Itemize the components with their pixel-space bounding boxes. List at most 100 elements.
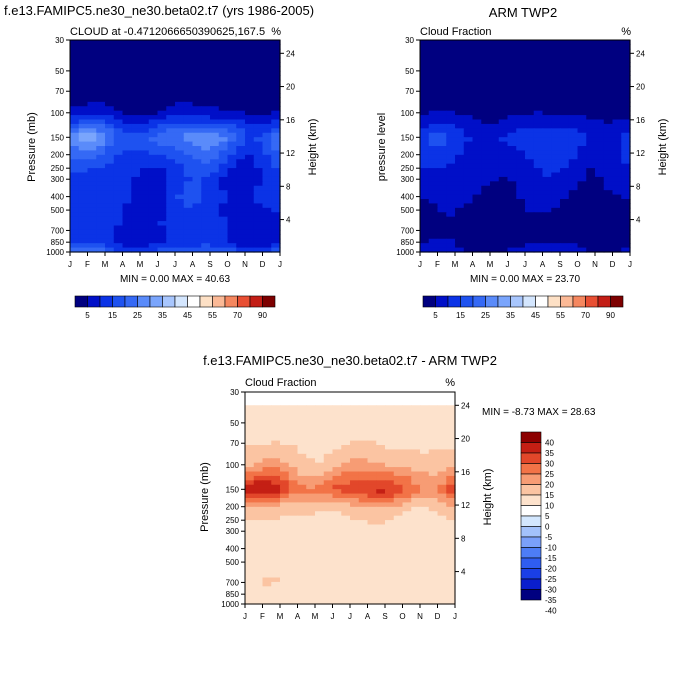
contour-cell	[568, 70, 579, 76]
contour-cell	[481, 115, 491, 121]
contour-cell	[113, 247, 124, 253]
contour-cell	[446, 400, 456, 406]
contour-cell	[262, 141, 272, 147]
contour-cell	[385, 431, 395, 437]
contour-cell	[253, 66, 264, 72]
contour-cell	[271, 185, 281, 191]
contour-cell	[420, 190, 430, 196]
contour-cell	[472, 97, 482, 103]
contour-cell	[332, 418, 342, 424]
contour-cell	[332, 414, 342, 420]
contour-cell	[183, 247, 194, 253]
contour-cell	[463, 212, 474, 218]
contour-cell	[262, 123, 272, 129]
contour-cell	[507, 146, 517, 152]
contour-cell	[411, 533, 421, 539]
colorbar-swatch	[520, 547, 542, 559]
contour-cell	[621, 181, 631, 187]
contour-cell	[463, 53, 474, 59]
contour-cell	[498, 238, 509, 244]
contour-cell	[420, 493, 430, 499]
contour-cell	[183, 229, 194, 235]
contour-cell	[323, 511, 334, 517]
contour-cell	[218, 128, 229, 134]
contour-cell	[411, 484, 421, 490]
contour-cell	[210, 132, 220, 138]
contour-cell	[367, 546, 377, 552]
contour-cell	[367, 414, 377, 420]
contour-cell	[385, 436, 395, 442]
contour-cell	[367, 489, 377, 495]
contour-cell	[253, 595, 264, 601]
contour-cell	[507, 123, 517, 129]
contour-cell	[525, 57, 535, 63]
contour-cell	[595, 163, 605, 169]
contour-cell	[402, 431, 412, 437]
contour-cell	[105, 172, 115, 178]
contour-cell	[297, 537, 307, 543]
contour-cell	[210, 146, 220, 152]
model-plot-unit: %	[271, 26, 281, 38]
contour-cell	[446, 493, 456, 499]
y-tick-label: 300	[51, 175, 65, 184]
contour-cell	[78, 163, 89, 169]
contour-cell	[498, 79, 509, 85]
contour-cell	[315, 475, 325, 481]
contour-cell	[568, 53, 579, 59]
contour-cell	[175, 163, 185, 169]
contour-cell	[148, 119, 159, 125]
contour-cell	[245, 581, 255, 587]
contour-cell	[490, 168, 500, 174]
contour-cell	[507, 221, 517, 227]
contour-cell	[455, 212, 465, 218]
contour-cell	[306, 493, 316, 499]
contour-cell	[542, 137, 552, 143]
contour-cell	[358, 418, 369, 424]
contour-cell	[218, 176, 229, 182]
contour-cell	[446, 40, 456, 46]
contour-cell	[595, 79, 605, 85]
contour-cell	[437, 229, 447, 235]
contour-cell	[603, 159, 614, 165]
contour-cell	[96, 57, 106, 63]
contour-cell	[315, 489, 325, 495]
contour-cell	[341, 577, 351, 583]
contour-cell	[358, 440, 369, 446]
contour-cell	[358, 533, 369, 539]
contour-cell	[306, 440, 316, 446]
contour-cell	[367, 595, 377, 601]
contour-cell	[551, 48, 561, 54]
contour-cell	[490, 190, 500, 196]
contour-cell	[507, 229, 517, 235]
x-tick-label: M	[277, 612, 284, 621]
contour-cell	[437, 194, 447, 200]
contour-cell	[245, 48, 255, 54]
contour-cell	[542, 185, 552, 191]
contour-cell	[236, 212, 246, 218]
height-tick-label: 12	[636, 149, 645, 158]
contour-cell	[315, 520, 325, 526]
contour-cell	[131, 154, 141, 160]
contour-cell	[533, 159, 544, 165]
contour-cell	[297, 498, 307, 504]
contour-cell	[507, 84, 517, 90]
contour-cell	[271, 48, 281, 54]
colorbar-label: 35	[545, 449, 554, 458]
contour-cell	[315, 528, 325, 534]
height-tick-label: 24	[461, 401, 470, 410]
contour-cell	[166, 44, 176, 50]
contour-cell	[183, 243, 194, 249]
contour-cell	[595, 168, 605, 174]
contour-cell	[437, 53, 447, 59]
contour-cell	[472, 150, 482, 156]
contour-cell	[70, 79, 80, 85]
contour-cell	[245, 247, 255, 253]
contour-cell	[516, 234, 526, 240]
contour-cell	[621, 146, 631, 152]
contour-cell	[428, 506, 439, 512]
contour-cell	[420, 559, 430, 565]
contour-cell	[201, 88, 211, 94]
contour-cell	[271, 70, 281, 76]
contour-cell	[490, 70, 500, 76]
contour-cell	[157, 212, 167, 218]
